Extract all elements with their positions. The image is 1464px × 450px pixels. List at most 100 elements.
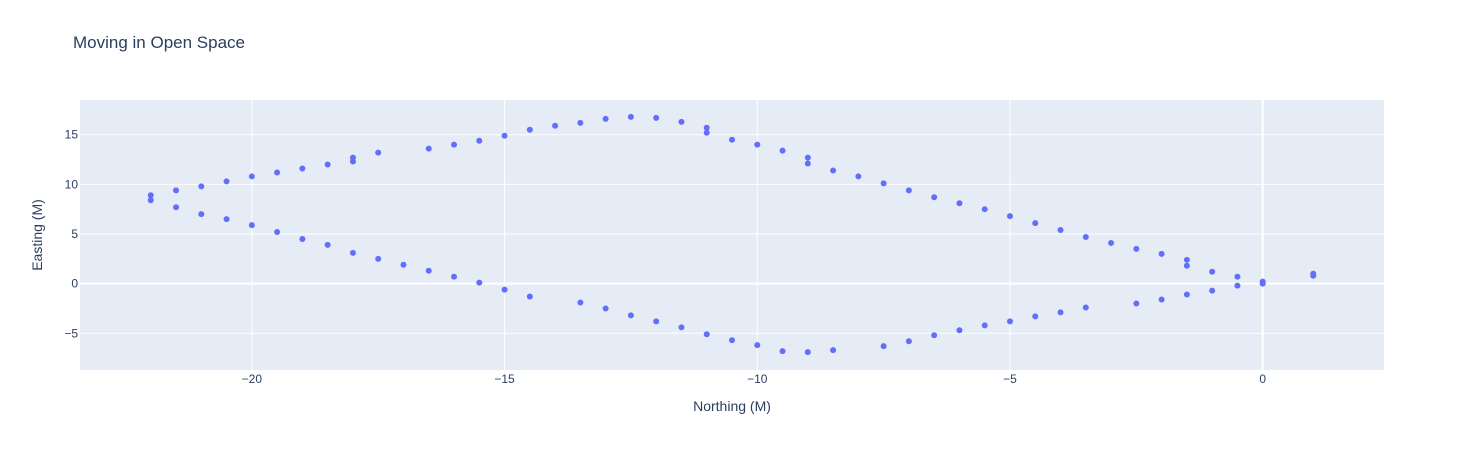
data-point [653,318,660,325]
x-tick-label: −20 [242,372,263,386]
data-point [678,324,685,331]
data-point [1183,256,1190,263]
data-point [653,114,660,121]
data-point [1108,239,1115,246]
data-point [602,115,609,122]
y-tick-label: 15 [65,128,79,142]
x-tick-label: 0 [1259,372,1266,386]
y-tick-label: 5 [71,227,78,241]
data-point [577,299,584,306]
data-point [981,206,988,213]
data-point [830,347,837,354]
data-point [1032,313,1039,320]
data-point [956,327,963,334]
tick-labels: −20 −15 −10 −5 0 −5 0 5 10 15 [64,128,1266,386]
x-tick-label: −15 [494,372,515,386]
x-axis-title: Northing (M) [693,398,771,414]
data-point [173,204,180,211]
data-point [804,154,811,161]
data-point [274,169,281,176]
data-point [1082,304,1089,311]
data-point [198,183,205,190]
data-point [223,216,230,223]
data-point [804,160,811,167]
data-point [375,255,382,262]
data-point [905,187,912,194]
data-point [501,132,508,139]
data-point [274,229,281,236]
data-point [375,149,382,156]
data-markers [147,113,1317,356]
data-point [577,119,584,126]
data-point [1259,280,1266,287]
data-point [349,249,356,256]
chart-title: Moving in Open Space [73,33,245,52]
data-point [754,342,761,349]
data-point [1006,213,1013,220]
data-point [476,137,483,144]
data-point [703,331,710,338]
data-point [1234,273,1241,280]
data-point [931,194,938,201]
data-point [729,337,735,344]
data-point [1006,318,1013,325]
data-point [981,322,988,329]
x-tick-label: −10 [747,372,768,386]
data-point [602,305,609,312]
data-point [324,241,331,248]
data-point [627,312,634,319]
data-point [147,192,154,199]
data-point [526,126,533,133]
data-point [173,187,180,194]
data-point [1032,220,1039,227]
data-point [349,158,356,165]
data-point [703,124,710,131]
data-point [147,197,154,204]
data-point [754,141,761,148]
data-point [627,113,634,120]
data-point [1158,296,1165,303]
data-point [501,286,508,293]
grid-lines [80,100,1384,370]
data-point [1209,268,1216,275]
data-point [299,235,306,242]
data-point [1234,282,1241,289]
data-point [678,118,685,125]
data-point [425,267,432,274]
data-point [830,167,837,174]
data-point [223,178,230,185]
data-point [1082,233,1089,240]
data-point [880,180,887,187]
data-point [324,161,331,168]
data-point [198,211,205,218]
data-point [451,141,458,148]
data-point [1057,227,1064,234]
data-point [526,293,533,300]
data-point [476,279,483,286]
plot-area [80,100,1384,370]
data-point [804,349,811,356]
x-tick-label: −5 [1003,372,1017,386]
data-point [956,200,963,207]
data-point [855,173,862,180]
data-point [1183,291,1190,298]
data-point [1133,300,1140,307]
data-point [905,338,912,345]
data-point [703,129,710,136]
y-tick-label: 10 [65,177,79,191]
y-tick-label: 0 [71,277,78,291]
data-point [1183,262,1190,269]
data-point [400,261,407,268]
data-point [1158,250,1165,257]
y-axis-title: Easting (M) [29,199,45,271]
data-point [1133,245,1140,252]
data-point [552,122,559,129]
data-point [779,147,786,154]
data-point [1209,287,1216,294]
data-point [931,332,938,339]
y-tick-label: −5 [64,326,78,340]
data-point [299,165,306,172]
data-point [729,136,735,143]
data-point [880,343,887,350]
